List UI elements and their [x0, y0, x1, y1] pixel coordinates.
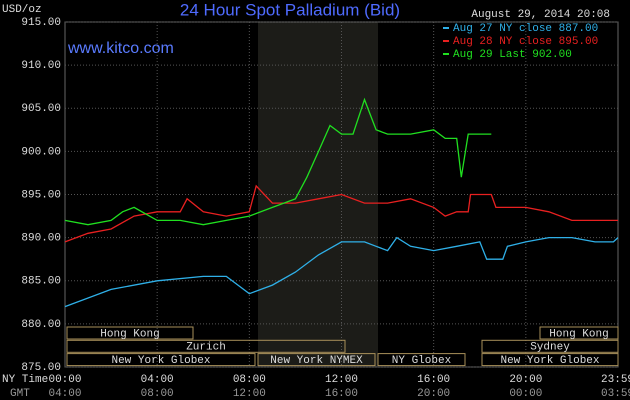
x-tick-label: 23:59: [601, 374, 630, 386]
session-label: Hong Kong: [100, 328, 159, 340]
x-tick-label: 12:00: [325, 374, 358, 386]
x2-row-label: GMT: [10, 388, 30, 400]
website: www.kitco.com: [67, 40, 174, 57]
legend-label: Aug 29 Last 902.00: [453, 49, 572, 61]
series-line: [64, 184, 618, 243]
x-tick-label: 16:00: [417, 374, 450, 386]
session-label: NY Globex: [392, 355, 452, 367]
session-label: Zurich: [186, 342, 226, 354]
x2-tick-label: 08:00: [141, 388, 174, 400]
session-label: Hong Kong: [549, 328, 608, 340]
session-label: New York Globex: [111, 355, 210, 367]
y-tick-label: 905.00: [21, 103, 61, 115]
session-label: Sydney: [530, 342, 570, 354]
x2-tick-label: 03:59: [601, 388, 630, 400]
y-tick-label: 910.00: [21, 60, 61, 72]
session-box: [377, 353, 466, 367]
x2-tick-label: 20:00: [417, 388, 450, 400]
session-box: [481, 339, 619, 353]
x-row-label: NY Time: [2, 374, 48, 386]
y-tick-label: 880.00: [21, 319, 61, 331]
series-line: [64, 236, 619, 308]
session-box: [539, 326, 619, 340]
x2-tick-label: 00:00: [509, 388, 542, 400]
session-box: [66, 326, 194, 340]
y-tick-label: 875.00: [21, 362, 61, 374]
y-tick-label: 890.00: [21, 233, 61, 245]
session-label: New York Globex: [500, 355, 599, 367]
x-tick-label: 08:00: [233, 374, 266, 386]
chart-title: 24 Hour Spot Palladium (Bid): [180, 0, 400, 19]
y-tick-label: 915.00: [21, 17, 61, 29]
y-tick-label: 895.00: [21, 189, 61, 201]
session-label: New York NYMEX: [270, 355, 363, 367]
x2-tick-label: 16:00: [325, 388, 358, 400]
y-tick-label: 900.00: [21, 146, 61, 158]
y-unit: USD/oz: [2, 4, 42, 16]
session-box: [481, 353, 619, 367]
timestamp: August 29, 2014 20:08: [471, 9, 610, 21]
x-tick-label: 20:00: [509, 374, 542, 386]
session-box: [257, 353, 376, 367]
x2-tick-label: 12:00: [233, 388, 266, 400]
x2-tick-label: 04:00: [48, 388, 81, 400]
legend-label: Aug 28 NY close 895.00: [453, 36, 598, 48]
y-tick-label: 885.00: [21, 276, 61, 288]
session-box: [66, 353, 256, 367]
legend-label: Aug 27 NY close 887.00: [453, 23, 598, 35]
series-line: [64, 97, 492, 226]
x-tick-label: 00:00: [48, 374, 81, 386]
session-box: [66, 339, 346, 353]
x-tick-label: 04:00: [141, 374, 174, 386]
